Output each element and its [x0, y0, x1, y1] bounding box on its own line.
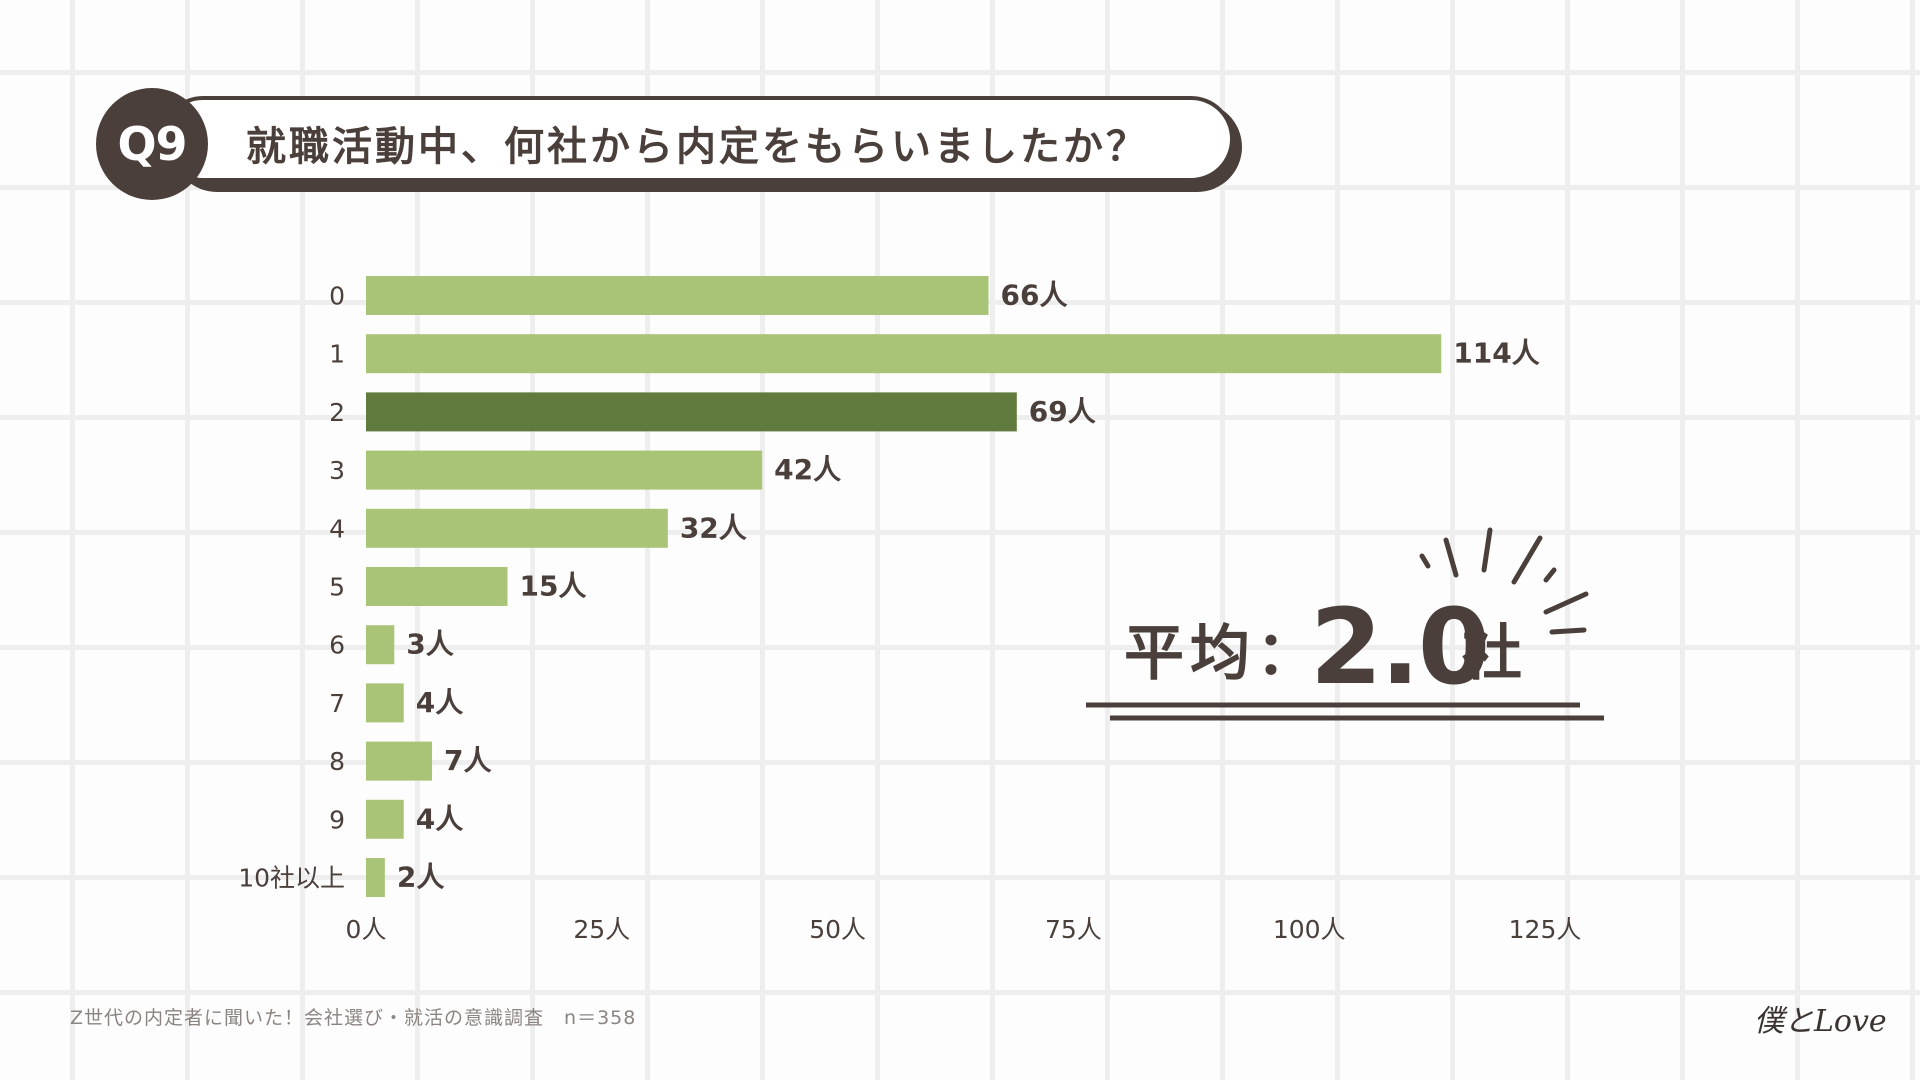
- category-label-10: 10社以上: [238, 864, 345, 893]
- x-tick-label-4: 100人: [1273, 915, 1346, 944]
- category-label-6: 6: [329, 631, 345, 660]
- question-number-badge: Q9: [96, 88, 208, 200]
- value-label-1: 114人: [1453, 337, 1539, 370]
- bar-8: [366, 741, 433, 781]
- x-tick-label-0: 0人: [346, 915, 387, 944]
- question-title: 就職活動中、何社から内定をもらいましたか？: [246, 124, 1149, 170]
- title-pill: [160, 96, 1234, 182]
- category-label-0: 0: [329, 282, 345, 311]
- bar-9: [366, 799, 404, 839]
- value-label-8: 7人: [444, 744, 491, 777]
- bar-6: [366, 625, 395, 665]
- x-tick-label-5: 125人: [1509, 915, 1582, 944]
- value-label-6: 3人: [406, 628, 453, 661]
- brand-logo: 僕とLove: [1754, 1004, 1887, 1039]
- value-label-9: 4人: [416, 802, 463, 835]
- category-label-2: 2: [329, 398, 345, 427]
- category-label-8: 8: [329, 747, 345, 776]
- average-label: 平均：: [1124, 619, 1322, 689]
- category-label-7: 7: [329, 689, 345, 718]
- bar-7: [366, 683, 404, 723]
- footer-note: Z世代の内定者に聞いた！会社選び・就活の意識調査 n＝358: [70, 1003, 636, 1030]
- x-tick-label-1: 25人: [573, 915, 630, 944]
- x-tick-label-2: 50人: [809, 915, 866, 944]
- value-label-3: 42人: [774, 453, 841, 486]
- value-label-2: 69人: [1029, 395, 1096, 428]
- bar-1: [366, 334, 1442, 374]
- bar-10: [366, 858, 385, 897]
- survey-source: Z世代の内定者に聞いた！会社選び・就活の意識調査: [70, 1007, 545, 1029]
- sample-size: n＝358: [564, 1007, 637, 1029]
- value-label-4: 32人: [680, 511, 747, 544]
- x-tick-label-3: 75人: [1045, 915, 1102, 944]
- category-label-4: 4: [329, 514, 345, 543]
- value-label-0: 66人: [1001, 279, 1068, 312]
- average-value: 2.0: [1310, 586, 1490, 708]
- value-label-7: 4人: [416, 686, 463, 719]
- category-label-9: 9: [329, 805, 345, 834]
- value-label-10: 2人: [397, 861, 444, 894]
- category-label-1: 1: [329, 340, 345, 369]
- category-label-3: 3: [329, 456, 345, 485]
- question-header: 就職活動中、何社から内定をもらいましたか？ Q9: [96, 88, 1246, 200]
- bar-2: [366, 392, 1017, 432]
- category-label-5: 5: [329, 573, 345, 602]
- bar-5: [366, 567, 508, 606]
- bar-3: [366, 450, 763, 490]
- bar-0: [366, 276, 989, 315]
- average-callout: 平均： 2.0 社: [1100, 586, 1660, 708]
- bar-4: [366, 508, 668, 548]
- value-label-5: 15人: [519, 570, 586, 603]
- average-unit: 社: [1462, 619, 1522, 689]
